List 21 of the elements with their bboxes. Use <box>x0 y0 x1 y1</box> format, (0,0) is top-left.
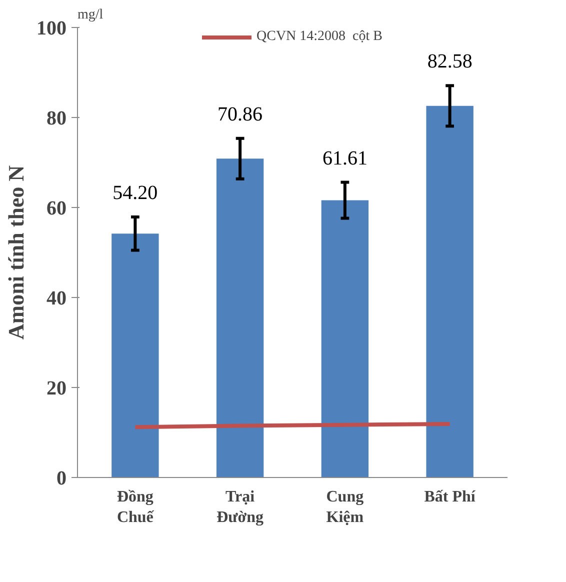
y-axis-title: Amoni tính theo N <box>4 165 28 340</box>
y-tick-label: 0 <box>56 468 66 490</box>
data-label: 61.61 <box>322 147 368 170</box>
bar <box>112 234 159 478</box>
y-tick-label: 60 <box>46 198 66 220</box>
bar <box>216 158 264 478</box>
legend-label: QCVN 14:2008 cột B <box>256 29 382 45</box>
x-tick-label: Trại Đường <box>216 488 264 526</box>
y-tick-label: 20 <box>46 378 66 400</box>
x-tick-label: Bất Phí <box>424 488 476 506</box>
data-label: 70.86 <box>218 103 263 126</box>
x-tick-label: Đồng Chuế <box>116 488 154 526</box>
x-tick-label: Cung Kiệm <box>326 488 364 526</box>
data-label: 82.58 <box>427 50 472 73</box>
bar <box>321 200 369 478</box>
text: mg/l <box>78 8 104 22</box>
y-tick-label: 80 <box>46 108 66 130</box>
data-label: 54.20 <box>112 182 158 204</box>
y-tick-label: 40 <box>46 288 66 310</box>
y-tick-label: 100 <box>36 18 66 40</box>
bar <box>426 106 474 478</box>
